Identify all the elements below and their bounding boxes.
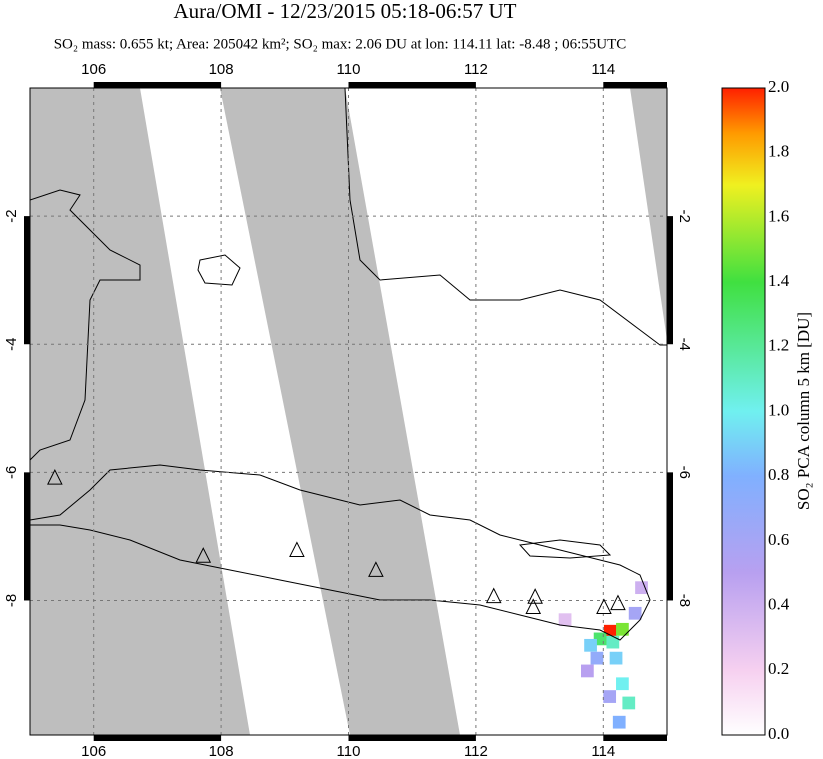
y-tick-label: -6 xyxy=(3,466,20,479)
coast xyxy=(518,539,612,559)
coast xyxy=(30,189,141,461)
volcano xyxy=(47,469,63,485)
coast xyxy=(30,464,651,641)
colorbar-tick-label: 1.4 xyxy=(768,271,790,290)
so2-pixel xyxy=(603,624,617,638)
volcano xyxy=(289,541,305,558)
so2-pixel xyxy=(558,613,572,627)
so2-pixel xyxy=(616,622,629,636)
coast xyxy=(197,254,241,286)
colorbar-tick-label: 0.8 xyxy=(768,465,789,484)
x-tick-label: 108 xyxy=(209,743,234,759)
colorbar-tick-label: 1.0 xyxy=(768,400,789,419)
frame-bar xyxy=(348,82,476,88)
colorbar-tick-label: 0.2 xyxy=(768,659,789,678)
so2-pixel xyxy=(612,715,626,729)
volcano xyxy=(485,587,502,604)
colorbar-tick-label: 0.4 xyxy=(768,595,790,614)
swath xyxy=(345,88,667,735)
frame-bar xyxy=(667,472,673,601)
x-tick-label: 108 xyxy=(209,61,234,78)
coast xyxy=(344,88,667,346)
frame-bar xyxy=(667,216,673,345)
y-tick-label: -8 xyxy=(676,594,693,607)
volcano xyxy=(525,598,542,615)
frame-bar xyxy=(93,82,222,88)
y-tick-label: -4 xyxy=(676,338,693,351)
colorbar-label: SO₂ PCA column 5 km [DU] xyxy=(794,312,813,510)
x-tick-label: 114 xyxy=(591,743,615,759)
frame-bar xyxy=(93,735,222,741)
map-area xyxy=(30,88,667,735)
y-tick-label: -4 xyxy=(3,338,20,351)
so2-pixel xyxy=(635,581,648,595)
coastlines xyxy=(30,88,667,641)
volcano xyxy=(610,594,626,611)
x-tick-label: 106 xyxy=(81,61,106,78)
colorbar-tick-label: 0.0 xyxy=(768,724,789,743)
volcano xyxy=(368,561,384,577)
x-tick-label: 110 xyxy=(337,61,361,78)
y-tick-label: -6 xyxy=(676,466,693,479)
frame-bar xyxy=(24,472,30,601)
frame-bar xyxy=(24,216,30,345)
colorbar-tick-label: 1.2 xyxy=(768,336,789,355)
so2-pixel xyxy=(606,635,620,649)
so2-pixel xyxy=(603,690,617,703)
subtitle: SO₂ mass: 0.655 kt; Area: 205042 km²; SO… xyxy=(54,36,627,52)
colorbar-tick-label: 0.6 xyxy=(768,530,789,549)
x-tick-label: 112 xyxy=(464,743,488,759)
y-tick-label: -2 xyxy=(676,209,693,222)
colorbar xyxy=(721,87,766,736)
x-tick-label: 106 xyxy=(81,743,106,759)
colorbar-tick-label: 1.6 xyxy=(768,206,789,225)
y-tick-label: -2 xyxy=(3,209,20,222)
frame-bar xyxy=(603,735,667,741)
frame-bar xyxy=(603,82,667,88)
frame-bar xyxy=(348,735,476,741)
so2-pixel xyxy=(622,696,636,710)
volcano xyxy=(596,598,612,615)
swath xyxy=(140,88,350,735)
title: Aura/OMI - 12/23/2015 05:18-06:57 UT xyxy=(174,0,517,23)
so2-pixel xyxy=(590,651,604,665)
colorbar-tick-label: 1.8 xyxy=(768,142,789,161)
y-tick-label: -8 xyxy=(3,594,20,607)
volcano xyxy=(195,547,212,563)
so2-pixel xyxy=(581,664,594,678)
x-tick-label: 114 xyxy=(591,61,615,78)
so2-pixel xyxy=(628,606,642,620)
so2-pixel xyxy=(616,677,629,691)
so2-pixel xyxy=(584,638,597,652)
x-tick-label: 110 xyxy=(337,743,361,759)
x-tick-label: 112 xyxy=(464,61,488,78)
colorbar-tick-label: 2.0 xyxy=(768,77,789,96)
so2-pixel xyxy=(609,651,623,665)
